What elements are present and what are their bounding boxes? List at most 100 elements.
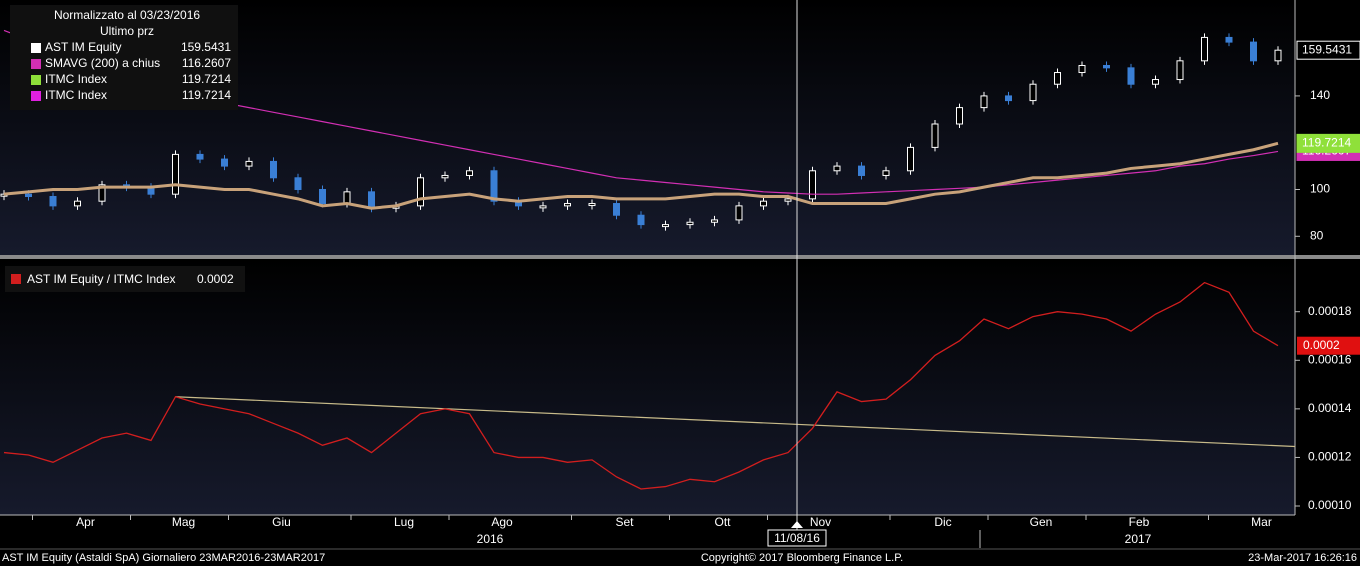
- candle: [270, 160, 277, 179]
- candle: [539, 205, 547, 209]
- candle: [564, 203, 571, 207]
- candle: [1005, 95, 1012, 102]
- legend-value: 119.7214: [182, 88, 231, 102]
- legend-swatch: [11, 274, 21, 284]
- candle: [662, 224, 669, 228]
- legend-label: SMAVG (200) a chius: [45, 56, 160, 70]
- candle: [368, 191, 375, 209]
- candle: [1054, 72, 1061, 85]
- content: 80 100 140 116.2607 119.7214 159.5431 0.00010 0…: [0, 0, 1360, 547]
- last-value-box: [1297, 336, 1360, 355]
- candle: [466, 170, 473, 176]
- candle: [1250, 41, 1257, 62]
- candle: [1201, 36, 1208, 62]
- candle: [1274, 49, 1282, 62]
- candle: [760, 200, 767, 207]
- candle: [221, 158, 228, 167]
- y-tick-label: 0.00014: [1308, 401, 1352, 415]
- legend-swatch: [31, 43, 41, 53]
- series-line: [3, 141, 1279, 210]
- candle: [1225, 36, 1233, 43]
- x-tick-label: Mar: [1251, 515, 1272, 529]
- candle: [833, 165, 841, 172]
- candle: [245, 160, 253, 167]
- y-tick-label: 0.00018: [1308, 304, 1352, 318]
- candle: [907, 146, 914, 172]
- x-tick-label: Mag: [172, 515, 195, 529]
- candle: [858, 165, 865, 176]
- x-tick-label: Nov: [810, 515, 831, 529]
- candle: [417, 177, 424, 207]
- legend-value: 0.0002: [197, 272, 234, 286]
- crosshair-box: [767, 529, 827, 547]
- year-label: 2017: [1125, 532, 1152, 546]
- footer-right: 23-Mar-2017 16:26:16: [1248, 552, 1357, 564]
- candle: [613, 203, 620, 216]
- y-tick-label: 0.00010: [1308, 498, 1352, 512]
- last-value-box: [1296, 133, 1360, 153]
- legend-box-2: [5, 266, 245, 292]
- legend-box: [10, 5, 238, 110]
- y-tick-label: 100: [1310, 182, 1330, 196]
- x-tick-label: Feb: [1129, 515, 1150, 529]
- candle: [441, 174, 449, 179]
- candle: [172, 153, 179, 195]
- bottom-panel: [0, 259, 1295, 515]
- candle: [1152, 79, 1159, 85]
- candle: [1127, 67, 1135, 85]
- candle: [784, 198, 792, 202]
- x-tick-label: Lug: [394, 515, 414, 529]
- candle: [931, 123, 939, 148]
- candle: [74, 200, 81, 207]
- candle: [637, 214, 645, 226]
- legend-value: 159.5431: [181, 40, 231, 54]
- candle: [490, 170, 498, 202]
- series-line: [3, 281, 1279, 490]
- y-tick-label: 80: [1310, 228, 1324, 242]
- x-tick-label: Set: [615, 515, 634, 529]
- candle: [98, 184, 106, 202]
- y-tick-label: 140: [1310, 88, 1330, 102]
- candle: [49, 196, 57, 207]
- last-value-label: 0.0002: [1303, 338, 1340, 352]
- panel-divider: [0, 255, 1360, 259]
- legend-value: 116.2607: [182, 56, 231, 70]
- legend-label: AST IM Equity: [45, 40, 121, 54]
- x-tick-label: Gen: [1030, 515, 1053, 529]
- year-label: 2016: [477, 532, 504, 546]
- candle: [196, 153, 204, 160]
- legend-label: AST IM Equity / ITMC Index: [27, 272, 176, 286]
- y-tick-label: 0.00012: [1308, 450, 1352, 464]
- candle: [343, 191, 351, 205]
- legend-label: ITMC Index: [45, 88, 107, 102]
- legend-subtitle: Ultimo prz: [100, 24, 154, 38]
- candle: [711, 219, 718, 223]
- footer-center: Copyright© 2017 Bloomberg Finance L.P.: [701, 552, 903, 564]
- candle: [1029, 83, 1037, 102]
- candle: [1176, 60, 1184, 81]
- legend-swatch: [31, 91, 41, 101]
- x-tick-label: Ago: [491, 515, 513, 529]
- y-tick-label: 0.00016: [1308, 352, 1352, 366]
- trendline: [175, 396, 1296, 448]
- candle: [956, 107, 963, 125]
- legend-swatch: [31, 75, 41, 85]
- candle: [809, 170, 816, 200]
- candle: [1103, 65, 1110, 69]
- legend-label: ITMC Index: [45, 72, 107, 86]
- last-value-label: 119.7214: [1302, 136, 1351, 150]
- candle: [588, 203, 596, 207]
- crosshair-arrow: [791, 521, 803, 528]
- legend-swatch: [31, 59, 41, 69]
- x-tick-label: Dic: [934, 515, 951, 529]
- x-tick-label: Ott: [714, 515, 731, 529]
- legend-title: Normalizzato al 03/23/2016: [54, 8, 200, 22]
- candle: [980, 95, 988, 109]
- candle: [1078, 65, 1086, 74]
- candle: [319, 188, 326, 205]
- candle: [735, 205, 743, 221]
- footer-left: AST IM Equity (Astaldi SpA) Giornaliero …: [2, 552, 325, 564]
- x-tick-label: Giu: [272, 515, 291, 529]
